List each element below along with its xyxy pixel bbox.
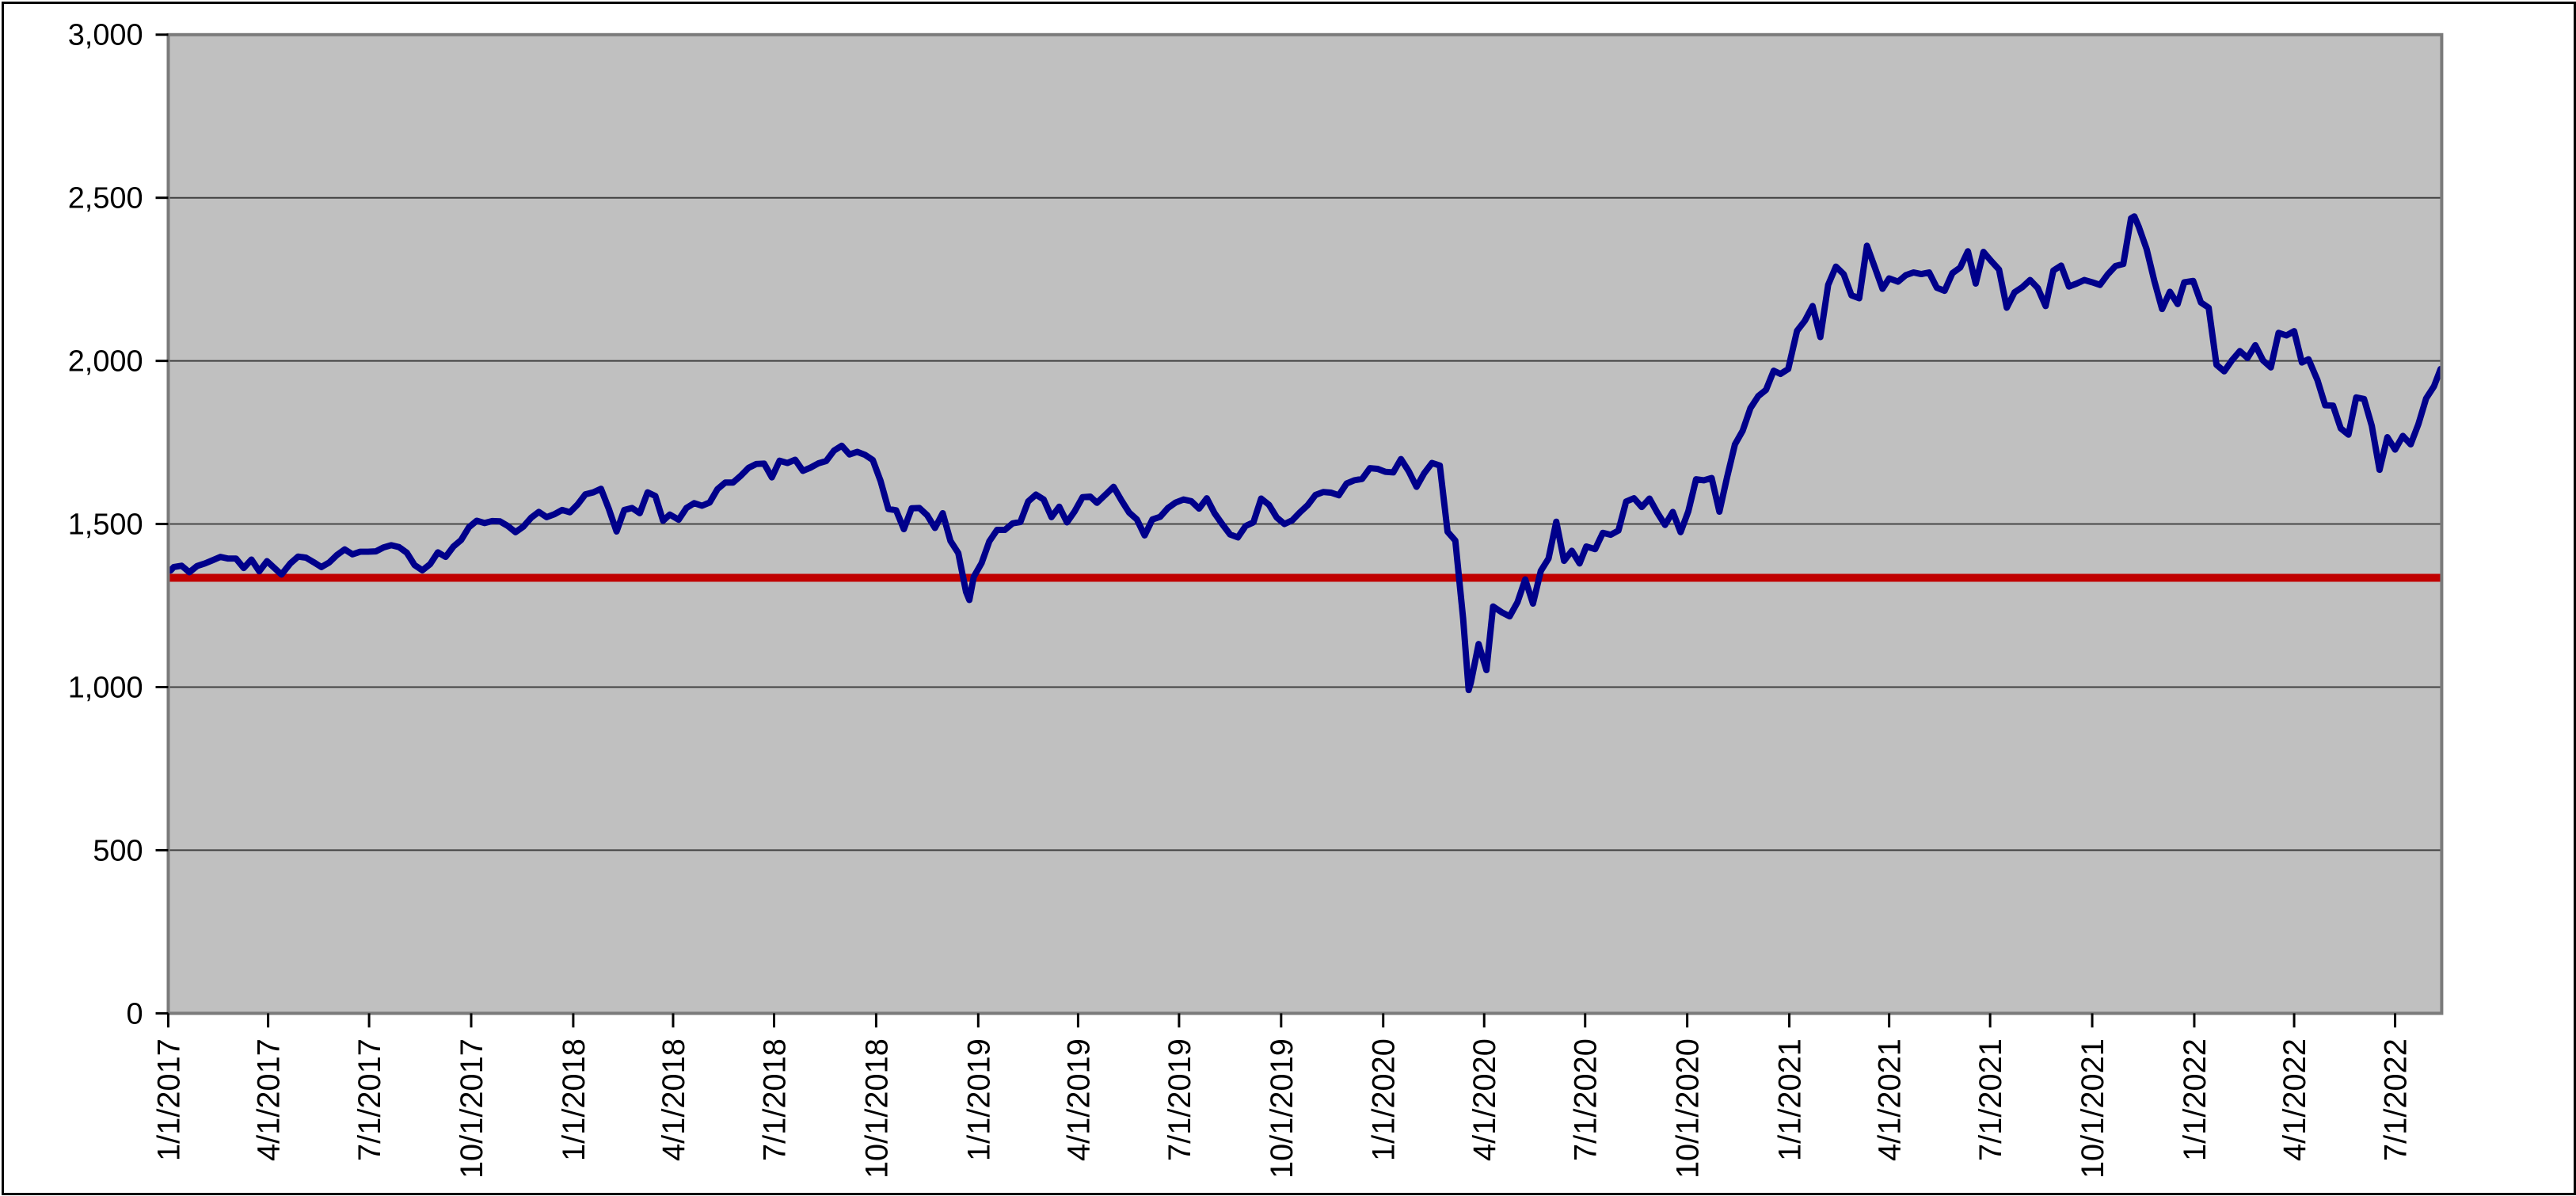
y-tick-label: 3,000 xyxy=(68,19,143,52)
x-tick-label: 7/1/2018 xyxy=(757,1038,792,1161)
y-tick-label: 1,500 xyxy=(68,508,143,542)
x-tick-label: 1/1/2022 xyxy=(2178,1038,2213,1161)
x-tick-label: 1/1/2020 xyxy=(1367,1038,1402,1161)
line-chart: 0 500 1,000 1,500 2,000 2,500 3,000 1/1/2017 4/1… xyxy=(68,19,2444,1179)
x-tick-label: 10/1/2019 xyxy=(1265,1038,1299,1179)
y-tick-label: 1,000 xyxy=(68,671,143,704)
x-tick-label: 7/1/2021 xyxy=(1973,1038,2008,1161)
y-tick-label: 0 xyxy=(126,997,143,1030)
y-tick-label: 2,000 xyxy=(68,345,143,379)
y-tick-label: 2,500 xyxy=(68,182,143,215)
x-tick-label: 4/1/2019 xyxy=(1061,1038,1096,1161)
x-axis: 1/1/2017 4/1/2017 7/1/2017 10/1/2017 1/1/201… xyxy=(151,1013,2414,1179)
y-axis: 0 500 1,000 1,500 2,000 2,500 3,000 xyxy=(68,19,169,1030)
x-tick-label: 1/1/2021 xyxy=(1772,1038,1807,1161)
x-tick-label: 10/1/2017 xyxy=(455,1038,489,1179)
x-tick-label: 4/1/2020 xyxy=(1467,1038,1502,1161)
x-tick-label: 10/1/2021 xyxy=(2076,1038,2110,1179)
price-line xyxy=(168,213,2442,694)
x-tick-label: 1/1/2017 xyxy=(151,1038,186,1161)
x-tick-label: 4/1/2021 xyxy=(1873,1038,1908,1161)
x-tick-label: 4/1/2022 xyxy=(2277,1038,2312,1161)
y-tick-label: 500 xyxy=(93,834,143,867)
x-tick-label: 10/1/2018 xyxy=(859,1038,894,1179)
x-tick-label: 4/1/2018 xyxy=(656,1038,691,1161)
x-tick-label: 4/1/2017 xyxy=(251,1038,286,1161)
x-tick-label: 7/1/2022 xyxy=(2378,1038,2413,1161)
x-tick-label: 1/1/2018 xyxy=(557,1038,592,1161)
x-tick-label: 7/1/2019 xyxy=(1162,1038,1197,1161)
x-tick-label: 10/1/2020 xyxy=(1671,1038,1706,1179)
x-tick-label: 1/1/2019 xyxy=(961,1038,996,1161)
x-tick-label: 7/1/2017 xyxy=(352,1038,387,1161)
x-tick-label: 7/1/2020 xyxy=(1569,1038,1604,1161)
gridlines xyxy=(168,196,2442,851)
